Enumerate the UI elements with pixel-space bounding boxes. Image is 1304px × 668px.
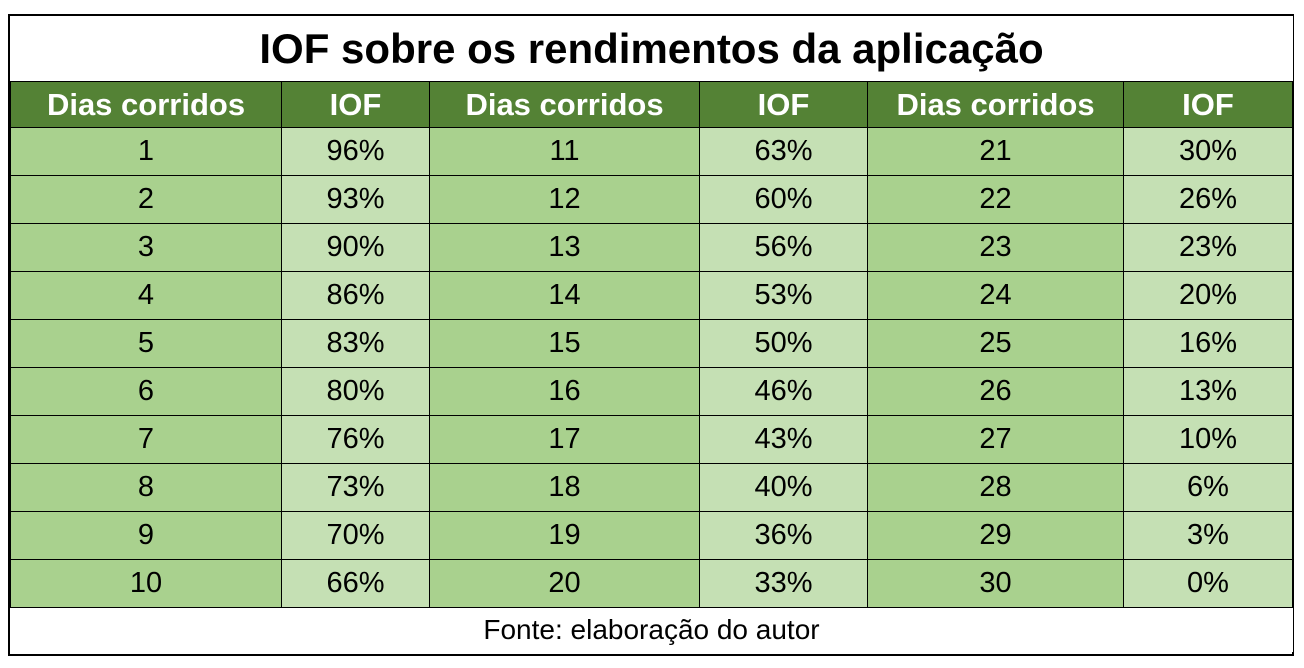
cell-dias-corridos: 8 <box>10 463 282 512</box>
iof-table: IOF sobre os rendimentos da aplicação Di… <box>10 16 1293 652</box>
cell-iof: 40% <box>699 463 868 512</box>
table-row: 7 76% 17 43% 27 10% <box>10 415 1293 464</box>
cell-iof: 23% <box>1123 223 1293 272</box>
header-iof: IOF <box>281 81 430 128</box>
cell-dias-corridos: 11 <box>429 127 700 176</box>
cell-dias-corridos: 1 <box>10 127 282 176</box>
cell-iof: 70% <box>281 511 430 560</box>
cell-dias-corridos: 25 <box>867 319 1124 368</box>
cell-dias-corridos: 18 <box>429 463 700 512</box>
table-row: 4 86% 14 53% 24 20% <box>10 271 1293 320</box>
cell-iof: 53% <box>699 271 868 320</box>
cell-iof: 86% <box>281 271 430 320</box>
table-row: 10 66% 20 33% 30 0% <box>10 559 1293 608</box>
cell-iof: 43% <box>699 415 868 464</box>
cell-iof: 20% <box>1123 271 1293 320</box>
cell-dias-corridos: 21 <box>867 127 1124 176</box>
table-row: 1 96% 11 63% 21 30% <box>10 127 1293 176</box>
cell-iof: 60% <box>699 175 868 224</box>
cell-dias-corridos: 28 <box>867 463 1124 512</box>
cell-dias-corridos: 6 <box>10 367 282 416</box>
cell-dias-corridos: 5 <box>10 319 282 368</box>
table-source-note: Fonte: elaboração do autor <box>10 607 1293 652</box>
table-row: 2 93% 12 60% 22 26% <box>10 175 1293 224</box>
cell-iof: 3% <box>1123 511 1293 560</box>
cell-iof: 26% <box>1123 175 1293 224</box>
cell-iof: 46% <box>699 367 868 416</box>
header-dias-corridos: Dias corridos <box>867 81 1124 128</box>
table-title: IOF sobre os rendimentos da aplicação <box>10 16 1293 82</box>
cell-dias-corridos: 30 <box>867 559 1124 608</box>
header-iof: IOF <box>699 81 868 128</box>
cell-dias-corridos: 9 <box>10 511 282 560</box>
cell-iof: 10% <box>1123 415 1293 464</box>
header-iof: IOF <box>1123 81 1293 128</box>
cell-iof: 66% <box>281 559 430 608</box>
cell-dias-corridos: 16 <box>429 367 700 416</box>
cell-dias-corridos: 27 <box>867 415 1124 464</box>
table-row: 6 80% 16 46% 26 13% <box>10 367 1293 416</box>
cell-dias-corridos: 12 <box>429 175 700 224</box>
header-row: Dias corridos IOF Dias corridos IOF Dias cor… <box>10 81 1293 128</box>
cell-iof: 13% <box>1123 367 1293 416</box>
cell-dias-corridos: 22 <box>867 175 1124 224</box>
cell-dias-corridos: 17 <box>429 415 700 464</box>
cell-iof: 83% <box>281 319 430 368</box>
cell-iof: 50% <box>699 319 868 368</box>
cell-iof: 90% <box>281 223 430 272</box>
cell-iof: 6% <box>1123 463 1293 512</box>
table-row: 3 90% 13 56% 23 23% <box>10 223 1293 272</box>
cell-iof: 56% <box>699 223 868 272</box>
header-dias-corridos: Dias corridos <box>10 81 282 128</box>
cell-dias-corridos: 15 <box>429 319 700 368</box>
cell-dias-corridos: 20 <box>429 559 700 608</box>
cell-iof: 96% <box>281 127 430 176</box>
cell-dias-corridos: 7 <box>10 415 282 464</box>
cell-iof: 80% <box>281 367 430 416</box>
cell-iof: 0% <box>1123 559 1293 608</box>
table-row: 9 70% 19 36% 29 3% <box>10 511 1293 560</box>
cell-dias-corridos: 19 <box>429 511 700 560</box>
table-row: 8 73% 18 40% 28 6% <box>10 463 1293 512</box>
cell-iof: 63% <box>699 127 868 176</box>
cell-iof: 73% <box>281 463 430 512</box>
cell-iof: 36% <box>699 511 868 560</box>
cell-iof: 16% <box>1123 319 1293 368</box>
header-dias-corridos: Dias corridos <box>429 81 700 128</box>
cell-dias-corridos: 14 <box>429 271 700 320</box>
iof-table-frame: IOF sobre os rendimentos da aplicação Di… <box>8 14 1294 656</box>
cell-dias-corridos: 13 <box>429 223 700 272</box>
cell-dias-corridos: 4 <box>10 271 282 320</box>
table-body: 1 96% 11 63% 21 30% 2 93% 12 60% 22 26% 3 90% 13 56% 23 2… <box>10 127 1293 608</box>
cell-dias-corridos: 3 <box>10 223 282 272</box>
cell-dias-corridos: 24 <box>867 271 1124 320</box>
cell-iof: 30% <box>1123 127 1293 176</box>
table-row: 5 83% 15 50% 25 16% <box>10 319 1293 368</box>
cell-dias-corridos: 23 <box>867 223 1124 272</box>
cell-iof: 93% <box>281 175 430 224</box>
cell-dias-corridos: 29 <box>867 511 1124 560</box>
cell-iof: 76% <box>281 415 430 464</box>
cell-dias-corridos: 2 <box>10 175 282 224</box>
cell-iof: 33% <box>699 559 868 608</box>
cell-dias-corridos: 10 <box>10 559 282 608</box>
cell-dias-corridos: 26 <box>867 367 1124 416</box>
